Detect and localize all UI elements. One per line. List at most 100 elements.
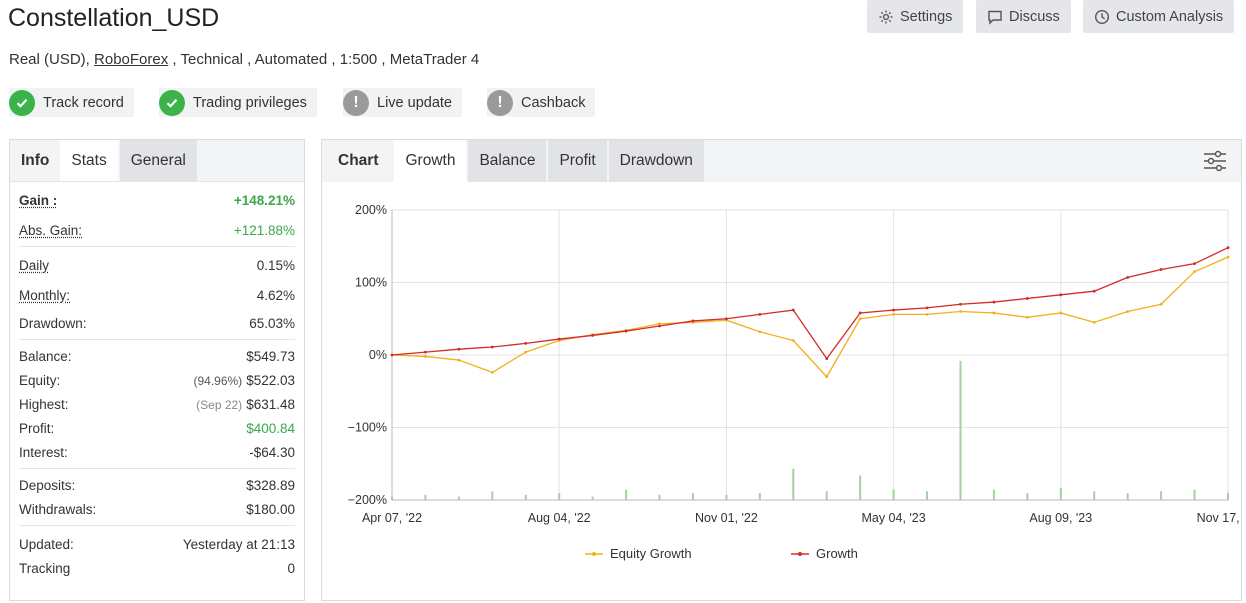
volume-bar: [1227, 493, 1229, 500]
badge-trading-privileges-label: Trading privileges: [193, 94, 307, 111]
data-point: [959, 302, 962, 306]
account-type: Real (USD),: [9, 51, 90, 68]
data-point: [858, 317, 862, 321]
tab-general[interactable]: General: [119, 140, 197, 181]
withdrawals-label: Withdrawals:: [19, 501, 97, 517]
badge-trading-privileges[interactable]: Trading privileges: [159, 88, 317, 117]
equity-value: $522.03: [246, 372, 295, 388]
highest-value: $631.48: [246, 396, 295, 412]
data-point: [858, 311, 862, 315]
volume-bar: [825, 491, 828, 500]
data-point: [390, 353, 394, 357]
tab-drawdown[interactable]: Drawdown: [608, 140, 704, 182]
tab-stats[interactable]: Stats: [60, 140, 118, 181]
profit-value: $400.84: [246, 420, 295, 436]
legend-label: Equity Growth: [610, 546, 692, 561]
stat-highest: Highest: (Sep 22) $631.48: [10, 392, 304, 416]
volume-bar: [558, 493, 561, 500]
stat-gain: Gain : +148.21%: [10, 188, 304, 212]
data-point: [758, 313, 762, 316]
x-tick-label: May 04, '23: [861, 511, 925, 525]
x-tick-label: Nov 17, '23: [1197, 511, 1241, 525]
chart-filter-icon[interactable]: [1203, 150, 1227, 172]
settings-button[interactable]: Settings: [867, 0, 964, 33]
badge-cashback[interactable]: ! Cashback: [487, 88, 596, 117]
y-tick-label: −100%: [348, 421, 387, 435]
volume-bar: [992, 489, 995, 500]
volume-bar: [926, 491, 929, 500]
data-point: [1226, 246, 1230, 250]
exclamation-icon: !: [487, 89, 513, 116]
broker-link[interactable]: RoboForex: [94, 51, 169, 68]
stats-tabs: Info Stats General: [10, 140, 304, 182]
data-point: [524, 350, 528, 354]
volume-bar: [524, 494, 527, 500]
daily-label[interactable]: Daily: [19, 257, 50, 273]
data-point: [1126, 276, 1130, 279]
volume-bar: [391, 496, 393, 500]
data-point: [825, 375, 829, 379]
data-point: [658, 324, 661, 328]
data-point: [424, 355, 427, 358]
tab-growth[interactable]: Growth: [394, 140, 467, 182]
series-line: [391, 247, 1229, 360]
custom-analysis-button[interactable]: Custom Analysis: [1083, 0, 1235, 33]
settings-label: Settings: [900, 8, 953, 25]
data-point: [825, 357, 829, 361]
data-point: [490, 371, 494, 374]
data-point: [1159, 268, 1163, 271]
tab-info[interactable]: Info: [10, 140, 61, 181]
badge-live-update-label: Live update: [377, 94, 452, 111]
tab-chart[interactable]: Chart: [338, 152, 379, 169]
abs-gain-label[interactable]: Abs. Gain:: [19, 222, 83, 238]
data-point: [457, 358, 461, 362]
gear-icon: [879, 10, 893, 23]
stat-deposits: Deposits: $328.89: [10, 473, 304, 497]
badge-track-record[interactable]: Track record: [9, 88, 134, 117]
data-point: [1226, 255, 1230, 259]
data-point: [624, 329, 628, 333]
data-point: [1159, 302, 1163, 306]
data-point: [892, 313, 895, 316]
legend-marker: [798, 552, 802, 556]
divider: [19, 339, 295, 340]
y-tick-label: 100%: [355, 276, 387, 290]
data-point: [725, 317, 728, 321]
volume-bar: [691, 493, 694, 500]
data-point: [791, 308, 795, 312]
gain-label[interactable]: Gain :: [19, 192, 58, 208]
profit-label: Profit:: [19, 420, 55, 436]
balance-label: Balance:: [19, 348, 72, 364]
abs-gain-value: +121.88%: [233, 222, 295, 238]
y-tick-label: 200%: [355, 203, 387, 217]
stats-panel: Info Stats General Gain : +148.21% Abs. …: [9, 139, 305, 601]
interest-value: -$64.30: [249, 444, 295, 460]
custom-analysis-label: Custom Analysis: [1116, 8, 1224, 25]
data-point: [959, 310, 962, 313]
stat-drawdown: Drawdown: 65.03%: [10, 311, 304, 335]
drawdown-label: Drawdown:: [19, 315, 87, 331]
tab-profit[interactable]: Profit: [548, 140, 607, 182]
divider: [19, 468, 295, 469]
data-point: [992, 300, 996, 304]
account-subtitle: Real (USD), RoboForex , Technical , Auto…: [9, 51, 479, 68]
data-point: [457, 347, 461, 351]
x-tick-label: Nov 01, '22: [695, 511, 758, 525]
volume-bar: [959, 360, 962, 500]
badge-live-update[interactable]: ! Live update: [343, 88, 462, 117]
volume-bar: [1059, 487, 1062, 500]
volume-bar: [658, 494, 661, 500]
volume-bar: [457, 496, 460, 500]
comment-icon: [988, 10, 1002, 25]
stat-withdrawals: Withdrawals: $180.00: [10, 497, 304, 521]
volume-bar: [1026, 493, 1029, 500]
volume-bar: [725, 494, 728, 500]
discuss-button[interactable]: Discuss: [976, 0, 1071, 33]
monthly-value: 4.62%: [256, 287, 295, 303]
volume-bar: [859, 475, 862, 500]
data-point: [925, 313, 929, 316]
volume-bar: [758, 493, 761, 500]
stat-profit: Profit: $400.84: [10, 416, 304, 440]
monthly-label[interactable]: Monthly:: [19, 287, 71, 303]
tab-balance[interactable]: Balance: [468, 140, 547, 182]
